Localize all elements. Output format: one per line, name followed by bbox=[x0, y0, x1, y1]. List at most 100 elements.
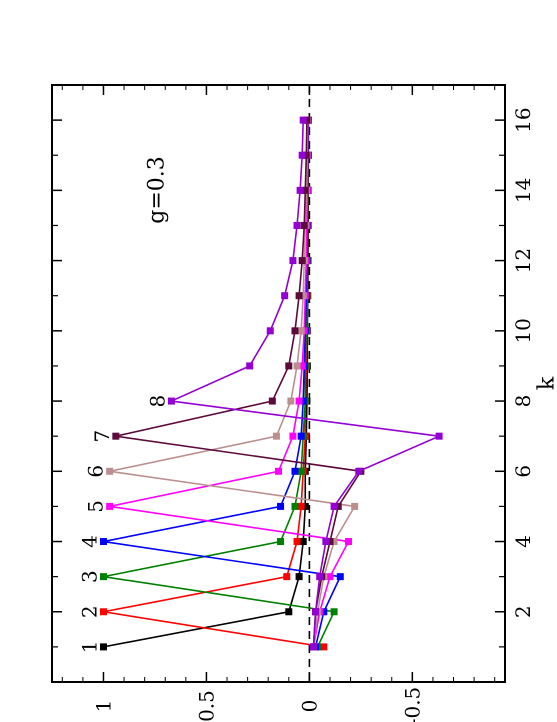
series-line bbox=[109, 120, 356, 647]
data-point bbox=[291, 467, 299, 475]
data-point bbox=[298, 362, 306, 370]
g-annotation: g=0.3 bbox=[145, 156, 170, 224]
series-label: 4 bbox=[77, 535, 101, 548]
data-point bbox=[303, 116, 311, 124]
data-point bbox=[301, 502, 309, 510]
data-point bbox=[285, 362, 293, 370]
data-point bbox=[299, 292, 307, 300]
y-tick-label: 0 bbox=[297, 700, 321, 713]
series-label: 1 bbox=[77, 641, 101, 654]
data-point bbox=[246, 362, 254, 370]
series-5 bbox=[106, 116, 353, 651]
series-labels: 1 2 3 4 5 6 7 8 bbox=[77, 395, 169, 654]
data-point bbox=[298, 151, 306, 159]
data-point bbox=[275, 467, 282, 475]
x-axis-label: k bbox=[535, 376, 557, 390]
series-group bbox=[99, 116, 443, 651]
data-point bbox=[283, 573, 291, 581]
x-tick-label: 16 bbox=[511, 107, 535, 132]
data-point bbox=[301, 186, 309, 194]
data-point bbox=[272, 432, 280, 440]
series-label: 2 bbox=[77, 605, 101, 618]
data-point bbox=[295, 573, 303, 581]
data-point bbox=[355, 467, 363, 475]
data-point bbox=[330, 502, 338, 510]
x-tick-label: 14 bbox=[511, 178, 535, 203]
data-point bbox=[316, 573, 324, 581]
data-point bbox=[295, 397, 303, 405]
data-point bbox=[297, 502, 305, 510]
series-label: 5 bbox=[84, 500, 108, 513]
data-point bbox=[334, 502, 342, 510]
data-point bbox=[300, 221, 308, 229]
data-point bbox=[295, 292, 303, 300]
x-tick-label: 2 bbox=[511, 605, 535, 618]
x-tick-label: 6 bbox=[511, 465, 535, 478]
data-point bbox=[285, 608, 293, 616]
data-point bbox=[99, 538, 107, 546]
data-point bbox=[312, 608, 320, 616]
data-point bbox=[330, 608, 338, 616]
data-point bbox=[345, 538, 353, 546]
data-point bbox=[289, 432, 297, 440]
data-point bbox=[322, 538, 330, 546]
data-point bbox=[336, 573, 344, 581]
data-point bbox=[167, 397, 175, 405]
data-point bbox=[326, 538, 334, 546]
data-point bbox=[299, 397, 307, 405]
data-point bbox=[291, 327, 299, 335]
data-point bbox=[293, 538, 301, 546]
data-point bbox=[296, 186, 304, 194]
data-point bbox=[99, 608, 107, 616]
x-axis-ticks: 2 4 6 8 10 12 14 16 bbox=[52, 107, 535, 648]
data-point bbox=[302, 151, 310, 159]
data-point bbox=[291, 502, 299, 510]
x-tick-label: 4 bbox=[511, 535, 535, 548]
data-point bbox=[320, 608, 328, 616]
data-point bbox=[287, 397, 295, 405]
series-line bbox=[115, 120, 363, 647]
plot-frame bbox=[51, 84, 506, 683]
data-point bbox=[299, 116, 307, 124]
series-label: 3 bbox=[77, 570, 101, 583]
series-line bbox=[103, 120, 324, 648]
data-point bbox=[99, 643, 107, 651]
series-8 bbox=[167, 116, 443, 651]
data-point bbox=[281, 292, 289, 300]
data-point bbox=[293, 362, 301, 370]
series-line bbox=[168, 120, 443, 647]
data-point bbox=[330, 538, 338, 546]
data-point bbox=[297, 467, 305, 475]
x-tick-label: 12 bbox=[511, 248, 535, 273]
x-tick-label: 10 bbox=[511, 318, 535, 343]
y-axis-ticks: 1 0.5 0 -0.5 bbox=[61, 85, 496, 722]
data-point bbox=[99, 573, 107, 581]
y-tick-label: 1 bbox=[91, 700, 115, 713]
series-line bbox=[109, 120, 350, 648]
series-label: 8 bbox=[145, 395, 169, 408]
data-point bbox=[266, 327, 274, 335]
data-point bbox=[277, 502, 285, 510]
y-tick-label: 0.5 bbox=[194, 690, 218, 722]
data-point bbox=[297, 432, 305, 440]
series-label: 6 bbox=[84, 465, 108, 478]
data-point bbox=[299, 538, 307, 546]
data-point bbox=[326, 573, 334, 581]
data-point bbox=[106, 502, 114, 510]
data-point bbox=[293, 221, 301, 229]
data-point bbox=[298, 257, 306, 265]
data-point bbox=[289, 257, 297, 265]
series-label: 7 bbox=[90, 430, 114, 443]
data-point bbox=[435, 432, 443, 440]
data-point bbox=[268, 397, 276, 405]
x-tick-label: 8 bbox=[511, 395, 535, 408]
data-point bbox=[320, 643, 328, 651]
data-point bbox=[277, 538, 285, 546]
data-point bbox=[297, 327, 305, 335]
data-point bbox=[351, 502, 359, 510]
data-point bbox=[112, 432, 120, 440]
data-point bbox=[106, 467, 114, 475]
data-point bbox=[310, 643, 318, 651]
